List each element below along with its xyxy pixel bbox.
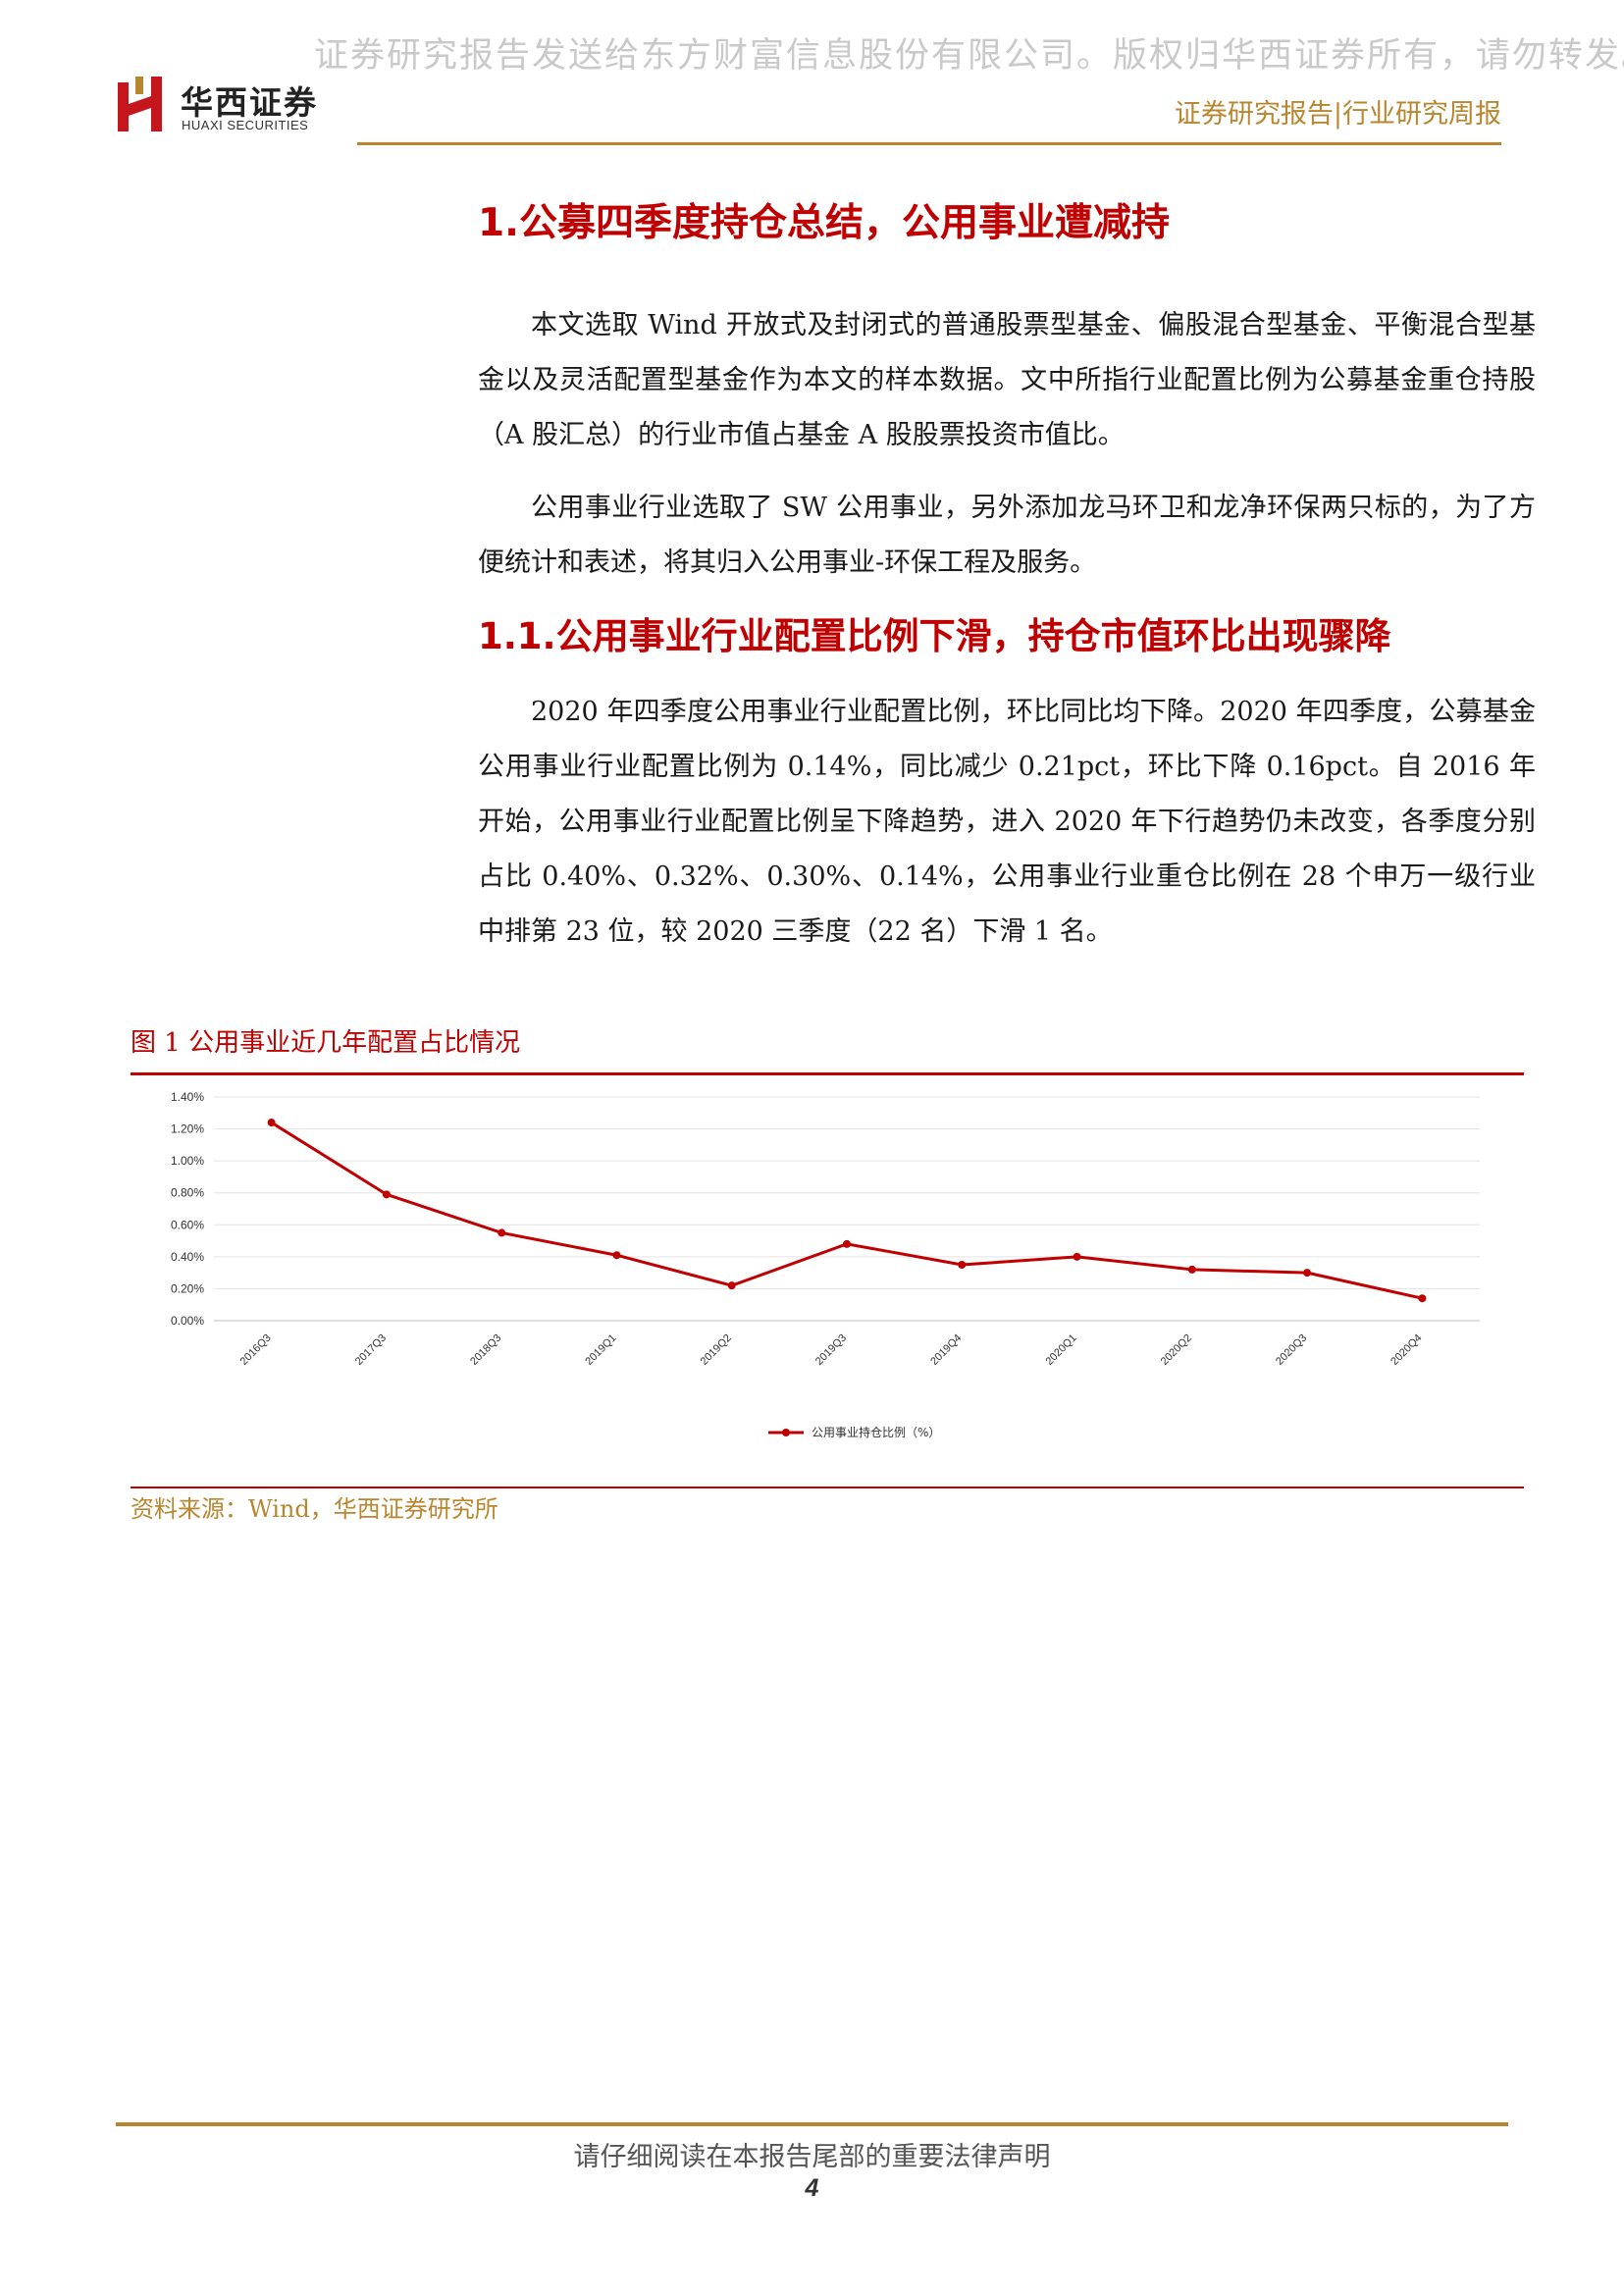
chart-series [267,1119,1427,1303]
chart-x-tick-label: 2019Q4 [928,1332,964,1368]
logo-company-name: 华西证券 [181,83,318,122]
page-number: 4 [805,2174,819,2202]
chart-x-tick-label: 2019Q3 [813,1332,849,1368]
chart-y-axis-ticks: 0.00% 0.20% 0.40% 0.60% 0.80% 1.00% 1.20% 1.40% [171,1090,204,1328]
figure-source: 资料来源：Wind，华西证券研究所 [131,1495,498,1523]
chart-x-tick-label: 2020Q1 [1043,1332,1078,1368]
chart-data-point [498,1228,506,1237]
chart-x-axis-ticks: 2016Q3 2017Q3 2018Q3 2019Q1 2019Q2 2019Q3 2019… [238,1332,1425,1368]
report-type: 证券研究报告|行业研究周报 [1174,99,1501,130]
company-logo: 华西证券 HUAXI SECURITIES [116,75,341,133]
figure-top-rule [131,1072,1524,1075]
chart-y-tick-label: 1.00% [171,1154,204,1168]
section-1-paragraph-2: 公用事业行业选取了 SW 公用事业，另外添加龙马环卫和龙净环保两只标的，为了方便… [478,493,1536,578]
section-1-1-title: 1.1.公用事业行业配置比例下滑，持仓市值环比出现骤降 [478,615,1391,657]
chart-y-tick-label: 1.40% [171,1090,204,1104]
section-1-heading: 1.公募四季度持仓总结，公用事业遭减持 [478,192,1536,247]
chart-y-tick-label: 0.40% [171,1250,204,1264]
chart-legend-label: 公用事业持仓比例（%） [812,1425,940,1439]
watermark: 证券研究报告发送给东方财富信息股份有限公司。版权归华西证券所有，请勿转发。 p [314,36,1624,76]
chart-gridlines [214,1097,1480,1321]
section-1-1-paragraph-1: 2020 年四季度公用事业行业配置比例，环比同比均下降。2020 年四季度，公募… [478,697,1536,947]
chart-x-tick-label: 2017Q3 [353,1332,389,1368]
chart-y-tick-label: 0.60% [171,1218,204,1231]
chart-series-line [270,1121,1423,1300]
chart-y-tick-label: 1.20% [171,1122,204,1136]
footer-disclaimer: 请仔细阅读在本报告尾部的重要法律声明 [573,2142,1051,2172]
figure-title: 图 1 公用事业近几年配置占比情况 [131,1028,521,1058]
chart-x-tick-label: 2019Q2 [699,1332,734,1368]
chart-data-point [1073,1252,1081,1261]
chart-legend: 公用事业持仓比例（%） [768,1425,940,1439]
section-1-title: 1.公募四季度持仓总结，公用事业遭减持 [478,201,1170,245]
header-divider [357,142,1501,145]
section-1-paragraph-1: 本文选取 Wind 开放式及封闭式的普通股票型基金、偏股混合型基金、平衡混合型基… [478,310,1536,450]
chart-data-point [843,1239,851,1248]
chart-data-point [382,1190,391,1199]
chart-y-tick-label: 0.80% [171,1186,204,1200]
chart-x-tick-label: 2020Q4 [1388,1332,1424,1368]
chart-data-point [727,1281,736,1290]
footer-divider [116,2122,1508,2126]
section-1-1-heading: 1.1.公用事业行业配置比例下滑，持仓市值环比出现骤降 [478,606,1536,659]
chart-legend-marker [782,1429,790,1436]
chart-data-point [1303,1269,1312,1278]
huaxi-logo-icon [118,77,162,131]
chart-data-point [1187,1265,1196,1274]
chart-data-point [1418,1294,1427,1303]
chart-y-tick-label: 0.20% [171,1281,204,1295]
chart-x-tick-label: 2020Q3 [1274,1332,1309,1368]
chart-y-tick-label: 0.00% [171,1314,204,1328]
chart-x-tick-label: 2016Q3 [238,1332,274,1368]
chart-x-tick-label: 2019Q1 [583,1332,618,1368]
chart-x-tick-label: 2020Q2 [1159,1332,1194,1368]
chart-data-point [612,1251,621,1260]
logo-company-name-en: HUAXI SECURITIES [182,118,309,132]
chart-data-point [267,1119,276,1127]
chart-data-point [958,1261,967,1269]
figure-bottom-rule [131,1487,1524,1488]
chart-x-tick-label: 2018Q3 [468,1332,503,1368]
allocation-line-chart: 0.00% 0.20% 0.40% 0.60% 0.80% 1.00% 1.20% 1.40%… [171,1090,1524,1439]
